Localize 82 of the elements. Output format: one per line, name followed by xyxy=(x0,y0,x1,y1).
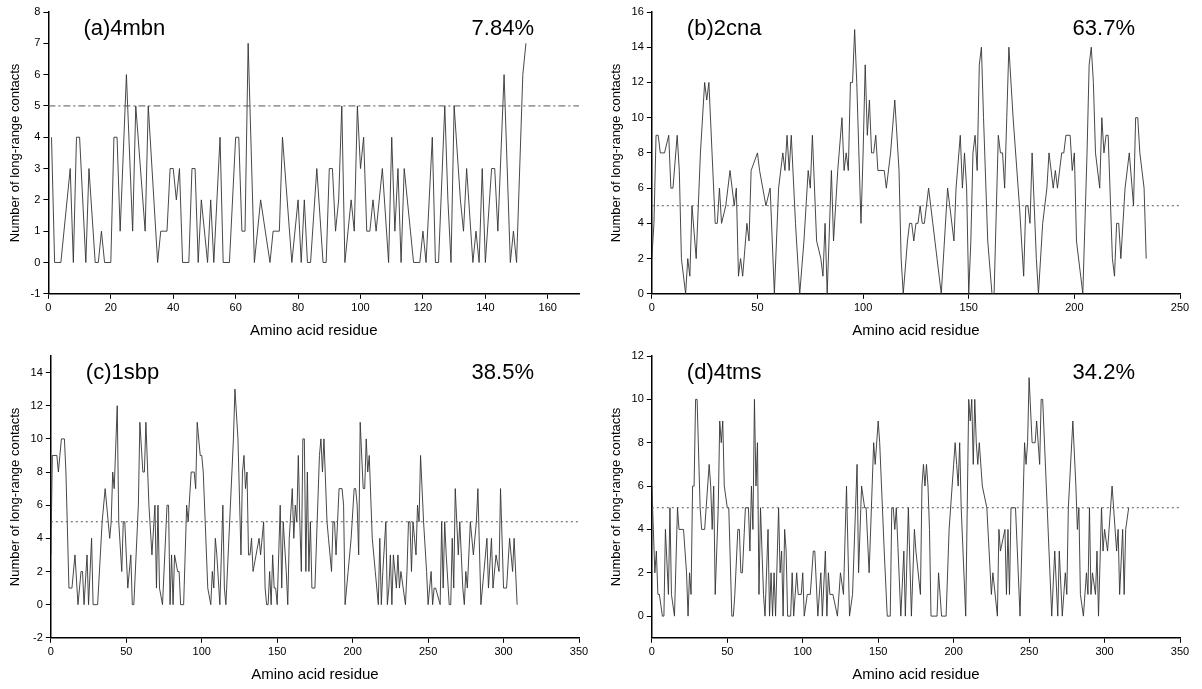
y-axis-title: Number of long-range contacts xyxy=(7,63,23,243)
y-tick-label: 6 xyxy=(36,498,43,511)
x-tick-label: 150 xyxy=(268,645,287,658)
x-tick-label: 100 xyxy=(853,301,873,314)
y-tick-label: 3 xyxy=(34,161,41,174)
x-tick-label: 160 xyxy=(538,301,557,314)
x-tick-label: 0 xyxy=(648,301,655,314)
x-tick-label: 20 xyxy=(104,301,117,314)
x-tick-label: 150 xyxy=(959,301,978,314)
annotation: 7.84% xyxy=(471,15,534,41)
x-tick-label: 200 xyxy=(944,645,963,658)
x-tick-label: 350 xyxy=(1170,645,1190,658)
x-tick-label: 350 xyxy=(569,645,589,658)
y-tick-label: 6 xyxy=(34,67,41,80)
y-tick-label: 0 xyxy=(637,609,644,622)
x-tick-label: 120 xyxy=(413,301,433,314)
y-tick-label: 6 xyxy=(637,181,644,194)
y-tick-label: -1 xyxy=(30,286,41,299)
x-axis-title: Amino acid residue xyxy=(251,665,379,683)
y-tick-label: 2 xyxy=(36,564,43,577)
x-axis-title: Amino acid residue xyxy=(249,321,378,339)
x-tick-label: 250 xyxy=(1019,645,1039,658)
y-tick-label: 4 xyxy=(36,531,43,544)
x-tick-label: 200 xyxy=(1065,301,1084,314)
y-tick-label: 7 xyxy=(34,36,41,49)
y-tick-label: 8 xyxy=(637,145,644,158)
annotation: 38.5% xyxy=(471,359,534,385)
y-tick-label: 4 xyxy=(34,130,41,143)
y-tick-label: -2 xyxy=(33,630,43,643)
y-tick-label: 2 xyxy=(34,192,41,205)
annotation: 63.7% xyxy=(1072,15,1135,41)
y-tick-label: 8 xyxy=(36,465,43,478)
x-tick-label: 250 xyxy=(1170,301,1190,314)
y-axis-title: Number of long-range contacts xyxy=(608,407,624,587)
y-tick-label: 12 xyxy=(631,75,644,88)
x-tick-label: 100 xyxy=(351,301,370,314)
y-tick-label: 2 xyxy=(637,251,644,264)
x-tick-label: 300 xyxy=(1095,645,1114,658)
x-tick-label: 60 xyxy=(229,301,242,314)
x-tick-label: 0 xyxy=(47,645,54,658)
x-tick-label: 0 xyxy=(45,301,52,314)
chart-title: (b)2cna xyxy=(686,15,763,41)
y-tick-label: 14 xyxy=(30,365,43,378)
x-tick-label: 100 xyxy=(793,645,812,658)
x-tick-label: 140 xyxy=(476,301,495,314)
y-axis-title: Number of long-range contacts xyxy=(608,63,624,243)
x-tick-label: 0 xyxy=(648,645,655,658)
x-tick-label: 250 xyxy=(418,645,438,658)
y-tick-label: 6 xyxy=(637,479,644,492)
x-axis-title: Amino acid residue xyxy=(852,665,980,683)
y-tick-label: 8 xyxy=(34,5,41,18)
x-tick-label: 80 xyxy=(291,301,305,314)
x-tick-label: 300 xyxy=(494,645,513,658)
y-axis-title: Number of long-range contacts xyxy=(7,407,23,587)
x-tick-label: 50 xyxy=(721,645,734,658)
y-tick-label: 4 xyxy=(637,216,644,229)
x-tick-label: 50 xyxy=(120,645,133,658)
y-tick-label: 4 xyxy=(637,522,644,535)
x-tick-label: 200 xyxy=(343,645,362,658)
y-tick-label: 10 xyxy=(30,431,43,444)
y-tick-label: 0 xyxy=(637,286,644,299)
chart-title: (d)4tms xyxy=(686,359,762,385)
y-tick-label: 12 xyxy=(30,398,43,411)
x-tick-label: 40 xyxy=(167,301,180,314)
y-tick-label: 8 xyxy=(637,435,644,448)
y-tick-label: 16 xyxy=(631,5,644,18)
y-tick-label: 0 xyxy=(34,255,41,268)
chart-title: (c)1sbp xyxy=(85,359,160,385)
annotation: 34.2% xyxy=(1072,359,1135,385)
y-tick-label: 0 xyxy=(36,597,43,610)
y-tick-label: 12 xyxy=(631,349,644,362)
y-tick-label: 14 xyxy=(631,40,644,53)
y-tick-label: 1 xyxy=(34,224,41,237)
y-tick-label: 10 xyxy=(631,392,644,405)
x-axis-title: Amino acid residue xyxy=(852,321,980,339)
x-tick-label: 100 xyxy=(192,645,211,658)
x-tick-label: 50 xyxy=(751,301,764,314)
y-tick-label: 5 xyxy=(34,98,41,111)
x-tick-label: 150 xyxy=(869,645,888,658)
y-tick-label: 2 xyxy=(637,565,644,578)
chart-title: (a)4mbn xyxy=(83,15,166,41)
y-tick-label: 10 xyxy=(631,110,644,123)
